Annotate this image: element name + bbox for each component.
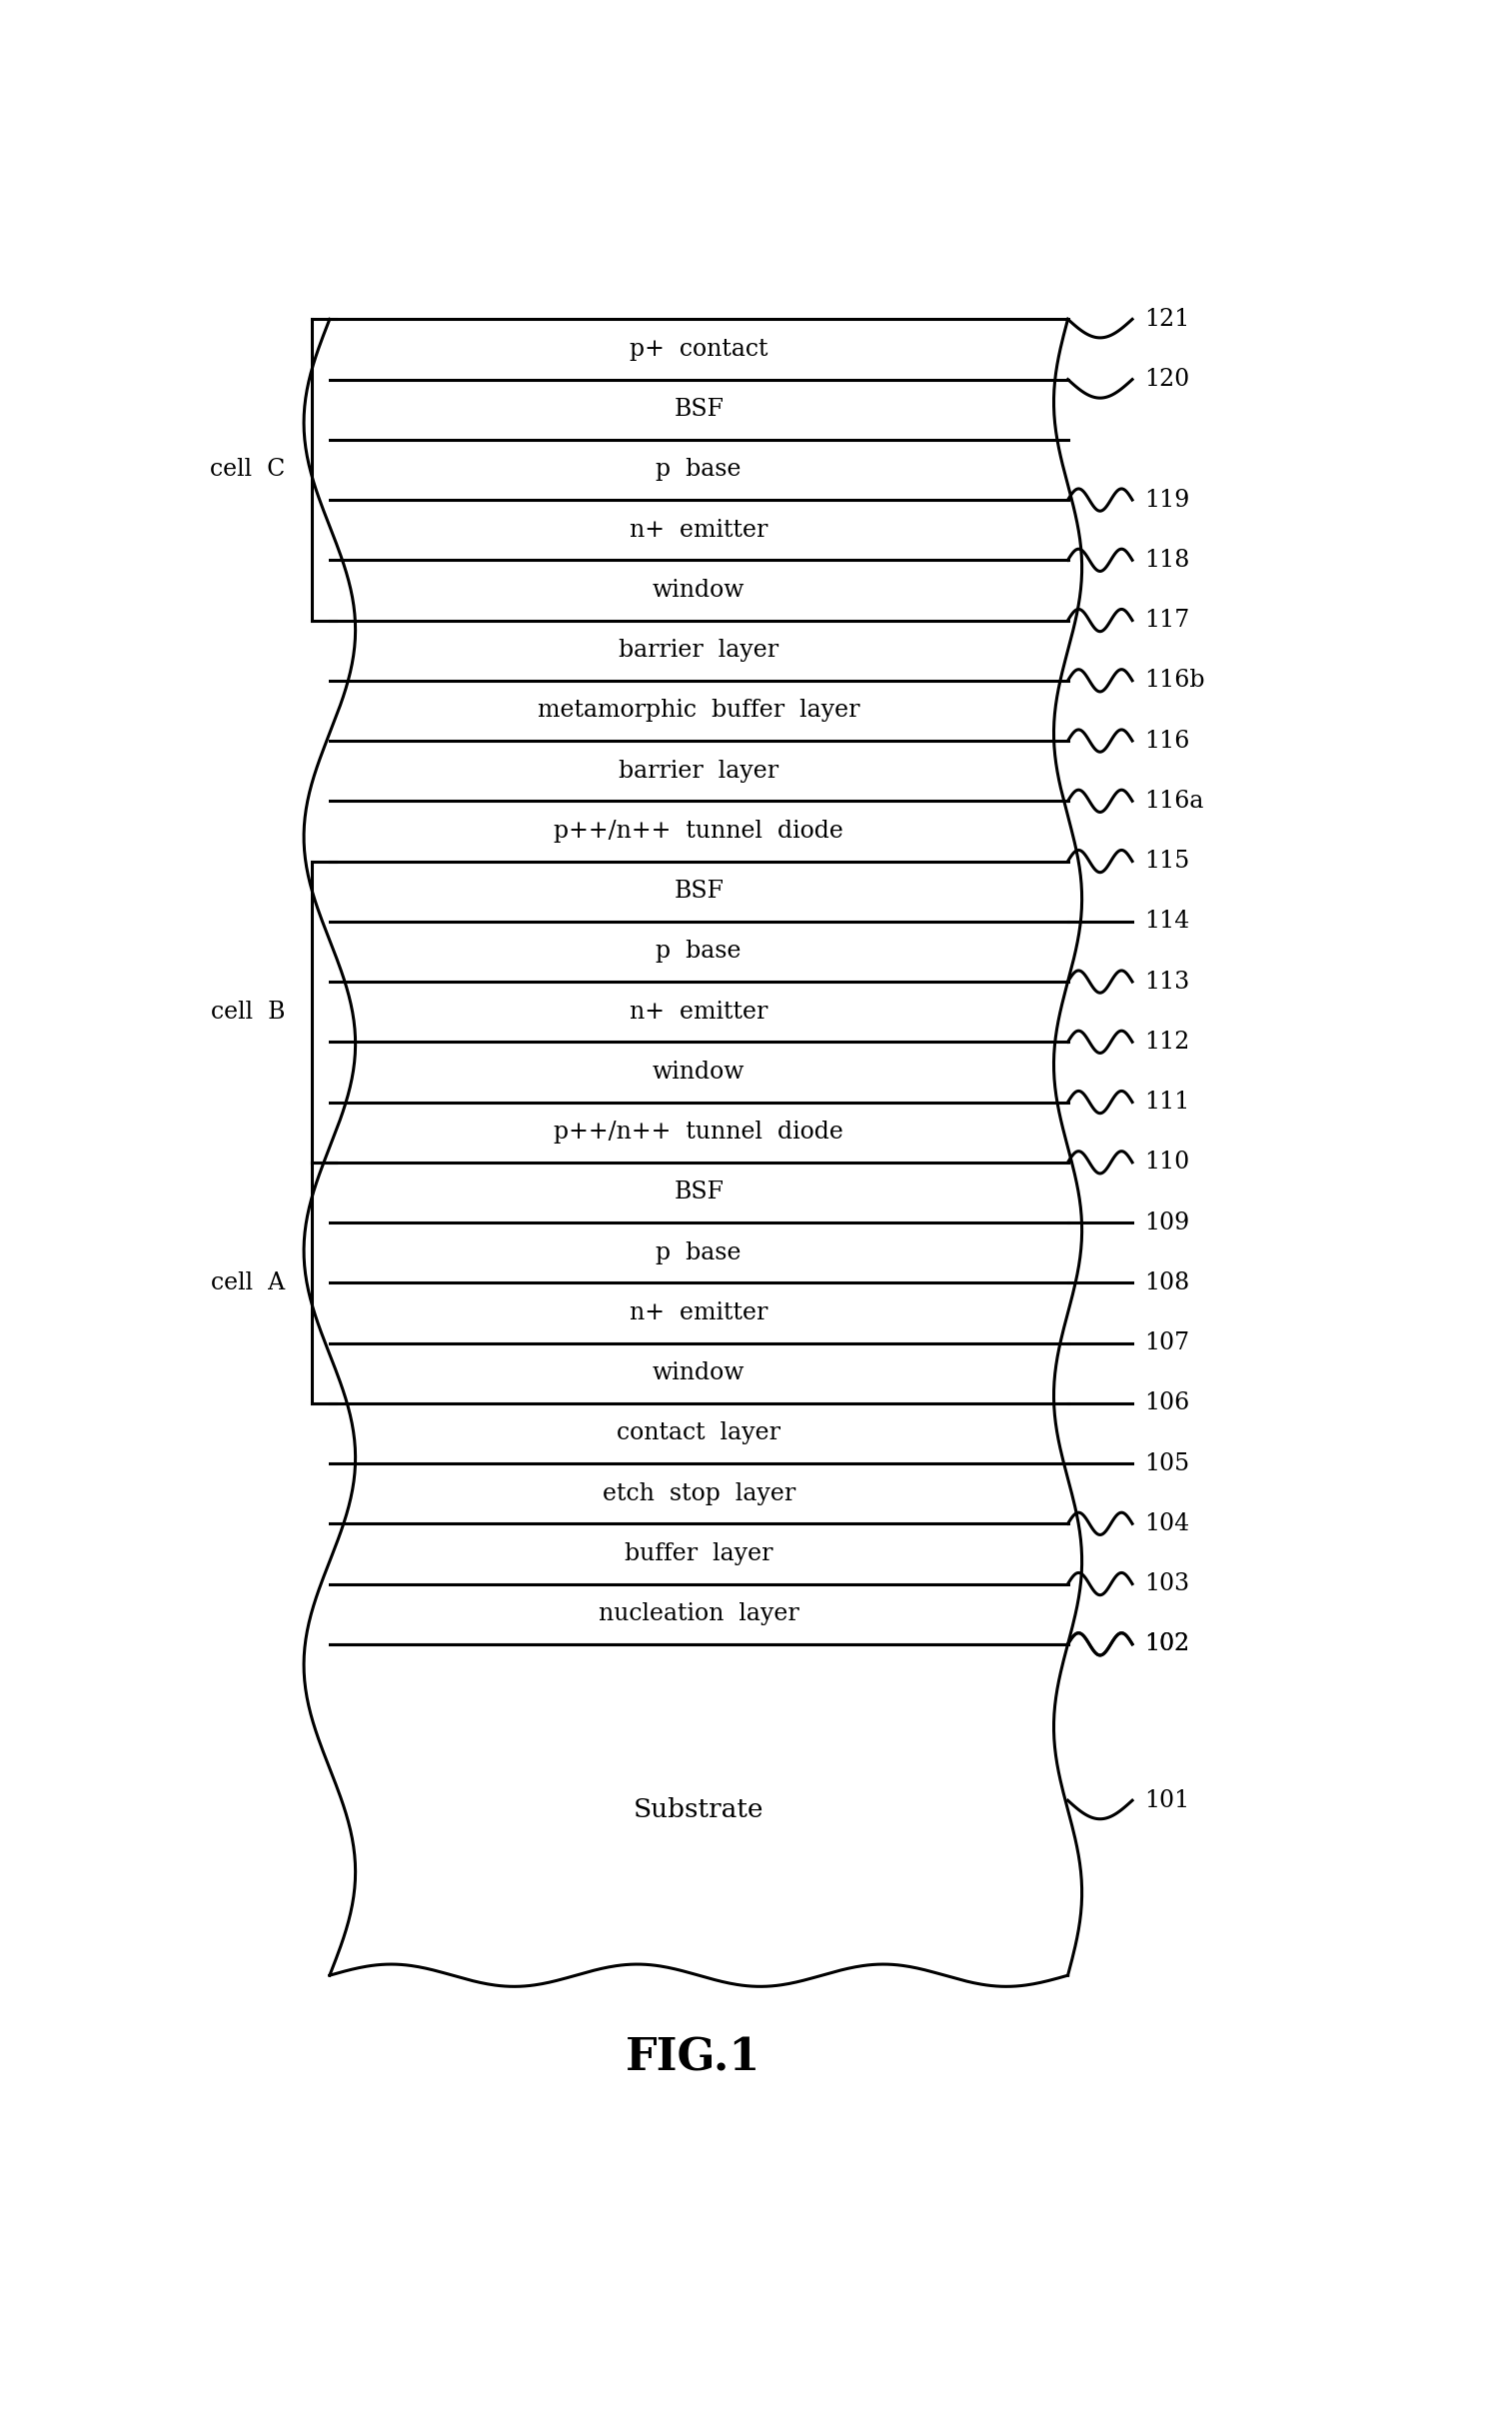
Text: n+  emitter: n+ emitter — [629, 1000, 768, 1024]
Text: etch  stop  layer: etch stop layer — [602, 1482, 795, 1506]
Text: barrier  layer: barrier layer — [618, 638, 779, 662]
Text: 116: 116 — [1145, 730, 1190, 752]
Text: 107: 107 — [1145, 1332, 1188, 1354]
Text: 119: 119 — [1145, 489, 1190, 511]
Text: BSF: BSF — [674, 879, 724, 903]
Text: n+  emitter: n+ emitter — [629, 1301, 768, 1325]
Text: Substrate: Substrate — [634, 1797, 764, 1821]
Text: p  base: p base — [656, 1241, 741, 1265]
Text: FIG.1: FIG.1 — [626, 2036, 761, 2079]
Text: 106: 106 — [1145, 1392, 1190, 1414]
Text: 108: 108 — [1145, 1272, 1190, 1294]
Text: BSF: BSF — [674, 397, 724, 422]
Text: p  base: p base — [656, 458, 741, 482]
Text: 109: 109 — [1145, 1212, 1190, 1233]
Text: BSF: BSF — [674, 1180, 724, 1204]
Text: 114: 114 — [1145, 911, 1190, 932]
Text: window: window — [653, 578, 745, 602]
Text: p++/n++  tunnel  diode: p++/n++ tunnel diode — [553, 1120, 844, 1144]
Text: 112: 112 — [1145, 1031, 1190, 1053]
Text: 117: 117 — [1145, 609, 1190, 631]
Text: metamorphic  buffer  layer: metamorphic buffer layer — [538, 699, 860, 723]
Text: 118: 118 — [1145, 549, 1190, 571]
Text: cell  C: cell C — [210, 458, 286, 482]
Text: p++/n++  tunnel  diode: p++/n++ tunnel diode — [553, 819, 844, 843]
Text: 103: 103 — [1145, 1573, 1188, 1595]
Text: 113: 113 — [1145, 971, 1190, 993]
Text: 116b: 116b — [1145, 670, 1205, 691]
Text: 115: 115 — [1145, 850, 1190, 872]
Text: 105: 105 — [1145, 1453, 1188, 1474]
Text: 110: 110 — [1145, 1152, 1190, 1173]
Text: 121: 121 — [1145, 308, 1190, 330]
Text: cell  B: cell B — [210, 1000, 284, 1024]
Text: n+  emitter: n+ emitter — [629, 518, 768, 542]
Text: 116a: 116a — [1145, 790, 1204, 812]
Text: barrier  layer: barrier layer — [618, 759, 779, 783]
Text: 120: 120 — [1145, 369, 1190, 390]
Text: 111: 111 — [1145, 1091, 1190, 1113]
Text: window: window — [653, 1060, 745, 1084]
Text: 102: 102 — [1145, 1633, 1190, 1655]
Text: 104: 104 — [1145, 1513, 1190, 1535]
Text: 101: 101 — [1145, 1790, 1190, 1812]
Text: nucleation  layer: nucleation layer — [599, 1602, 798, 1626]
Text: contact  layer: contact layer — [617, 1421, 780, 1445]
Text: p+  contact: p+ contact — [629, 337, 768, 361]
Text: cell  A: cell A — [210, 1272, 284, 1294]
Text: p  base: p base — [656, 940, 741, 964]
Text: window: window — [653, 1361, 745, 1385]
Text: 102: 102 — [1145, 1633, 1190, 1655]
Text: buffer  layer: buffer layer — [624, 1542, 773, 1566]
